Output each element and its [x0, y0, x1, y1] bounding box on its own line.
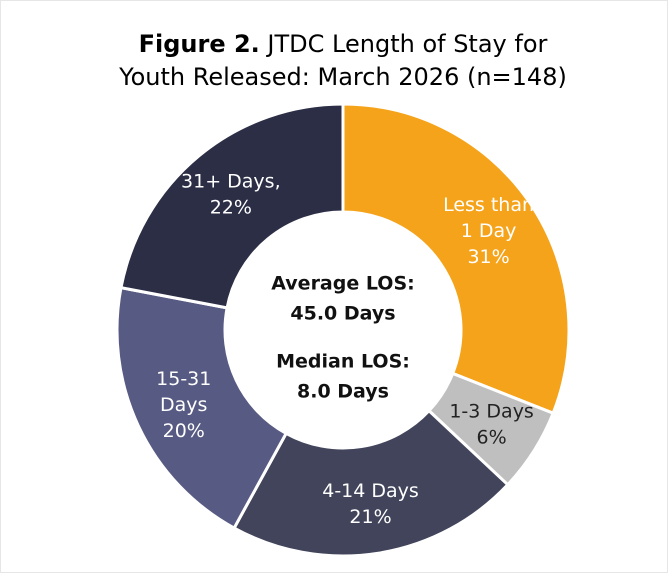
category-label: 4-14 Days	[322, 479, 419, 501]
chart-title: Figure 2. JTDC Length of Stay for	[139, 30, 548, 58]
slice-label: 4-14 Days 21%	[322, 479, 419, 527]
category-label: 31+ Days,	[181, 170, 281, 192]
slice-label: 1-3 Days 6%	[449, 400, 534, 448]
value-label: 22%	[210, 196, 252, 218]
category-label: 1 Day	[461, 220, 517, 242]
category-label: 15-31	[156, 367, 211, 389]
value-label: 6%	[477, 426, 507, 448]
category-label: 1-3 Days	[449, 400, 534, 422]
slice-label: 15-31 Days 20%	[156, 367, 211, 441]
center-annotation: 45.0 Days	[290, 303, 395, 325]
value-label: 31%	[467, 246, 509, 268]
slice-label: Less than 1 Day 31%	[443, 194, 534, 268]
title-line: JTDC Length of Stay for	[265, 30, 547, 58]
chart-title: Youth Released: March 2026 (n=148)	[118, 63, 567, 91]
center-annotation: 8.0 Days	[297, 381, 389, 403]
category-label: Less than	[443, 194, 534, 216]
value-label: 21%	[349, 505, 391, 527]
center-annotation: Average LOS:	[271, 273, 414, 295]
slice-label: 31+ Days, 22%	[181, 170, 281, 218]
donut-slice	[232, 408, 510, 558]
donut-slice	[115, 285, 289, 531]
center-annotation: Median LOS:	[276, 351, 410, 373]
figure-label: Figure 2.	[139, 30, 260, 58]
category-label: Days	[160, 393, 207, 415]
value-label: 20%	[163, 419, 205, 441]
donut-slice	[119, 102, 345, 310]
donut-slice	[341, 102, 571, 416]
